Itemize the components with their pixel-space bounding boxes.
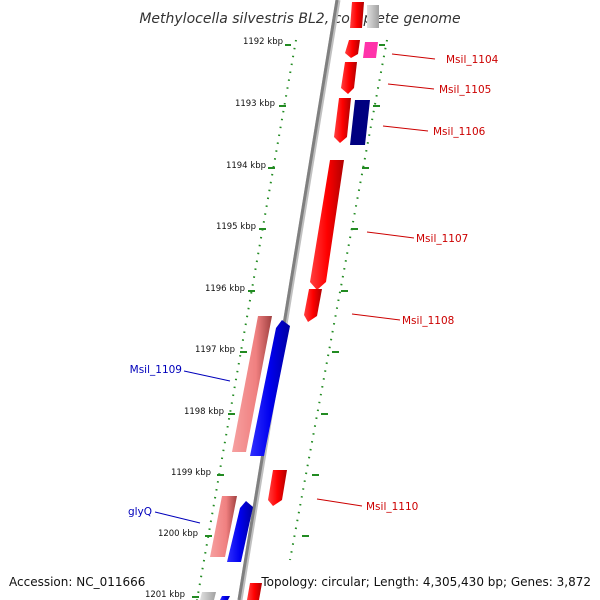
feature-grey-bottom [200,592,216,600]
map-title: Methylocella silvestris BL2, complete ge… [139,11,460,27]
feature-msil1105 [341,62,357,94]
leader-lines [154,53,436,524]
feature-msil1106-navy [350,100,370,145]
feature-red-top [350,2,364,28]
feature-red-bottom [247,583,262,600]
genome-backbone [237,0,339,600]
gene-label: Msil_1109 [130,364,182,376]
feature-grey-top [367,5,379,28]
tick-label: 1198 kbp [184,407,224,417]
tick-label: 1192 kbp [243,37,283,47]
feature-blue-bottom [220,596,230,600]
tick-label: 1200 kbp [158,529,198,539]
gene-label: Msil_1107 [416,233,468,245]
feature-glyq-cds [227,501,253,562]
accession-text: Accession: NC_011666 [9,575,145,589]
gene-label: glyQ [128,506,152,518]
feature-msil1104-red [345,40,360,58]
feature-msil1108 [304,289,322,322]
gene-label: Msil_1110 [366,501,418,513]
feature-msil1109-pseudo [232,316,272,452]
tick-label: 1193 kbp [235,99,275,109]
tick-label: 1195 kbp [216,222,256,232]
tick-label: 1201 kbp [145,590,185,600]
feature-msil1106-red [334,98,351,143]
genome-summary-text: Topology: circular; Length: 4,305,430 bp… [260,575,591,589]
tick-marks [192,44,385,598]
feature-msil1104-pink [363,42,378,58]
tick-label: 1196 kbp [205,284,245,294]
gene-label: Msil_1104 [446,54,499,66]
feature-msil1110 [268,470,287,506]
feature-glyq-pseudo [210,496,237,557]
outer-guide-line [289,39,388,561]
tick-label: 1199 kbp [171,468,211,478]
feature-msil1107 [310,160,344,290]
tick-label: 1194 kbp [226,161,266,171]
feature-msil1109-cds [250,320,290,456]
gene-label: Msil_1105 [439,84,491,96]
gene-label: Msil_1106 [433,126,486,138]
gene-label: Msil_1108 [402,315,454,327]
tick-label: 1197 kbp [195,345,235,355]
